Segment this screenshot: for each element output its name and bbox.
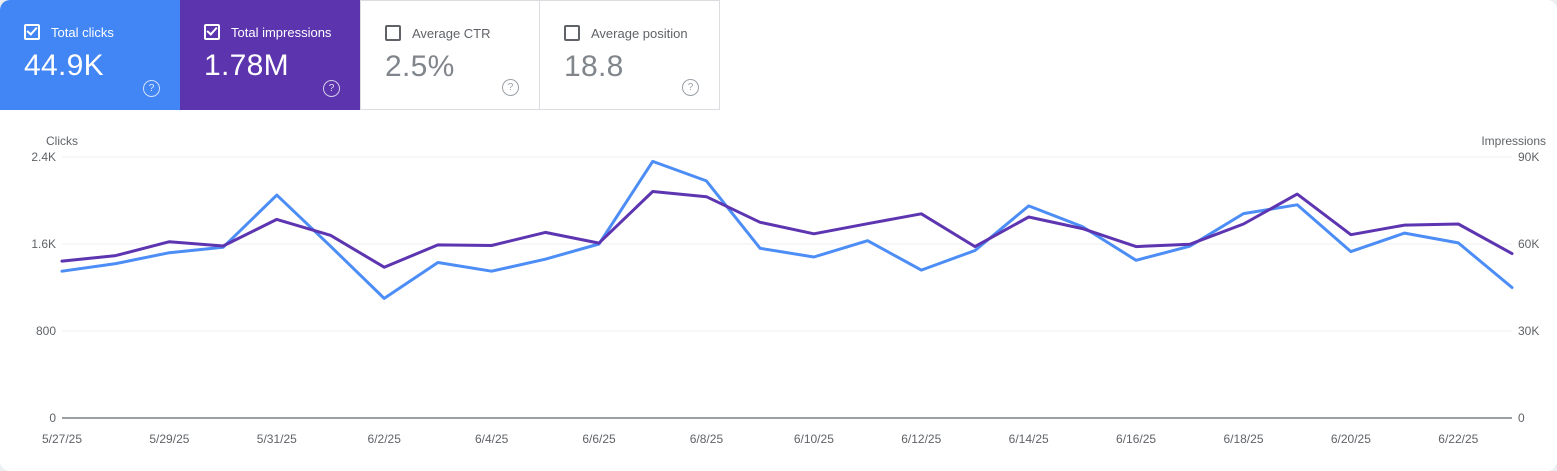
card-label: Average position — [591, 25, 688, 41]
x-axis-label: 6/2/25 — [368, 432, 402, 446]
right-axis-tick: 60K — [1518, 237, 1539, 251]
x-axis-label: 6/18/25 — [1223, 432, 1263, 446]
metric-card-average-position[interactable]: Average position 18.8 — [540, 0, 720, 110]
card-label: Total impressions — [231, 24, 332, 40]
left-axis-tick: 0 — [49, 411, 56, 425]
x-axis-label: 6/16/25 — [1116, 432, 1156, 446]
x-axis-label: 6/6/25 — [582, 432, 616, 446]
metric-card-average-ctr[interactable]: Average CTR 2.5% — [360, 0, 540, 110]
x-axis-label: 6/20/25 — [1331, 432, 1371, 446]
x-axis-label: 6/10/25 — [794, 432, 834, 446]
average-position-checkbox[interactable] — [564, 25, 580, 41]
total-impressions-value: 1.78M — [204, 49, 289, 82]
left-axis-tick: 1.6K — [31, 237, 56, 251]
help-icon[interactable] — [682, 79, 699, 96]
card-header: Average position — [564, 25, 719, 41]
total-clicks-value: 44.9K — [24, 49, 104, 82]
total-clicks-checkbox[interactable] — [24, 24, 40, 40]
x-axis-label: 6/22/25 — [1438, 432, 1478, 446]
x-axis-label: 6/14/25 — [1009, 432, 1049, 446]
series-line-impressions[interactable] — [60, 190, 1514, 269]
x-axis-label: 5/29/25 — [149, 432, 189, 446]
right-axis-tick: 30K — [1518, 324, 1539, 338]
average-ctr-value: 2.5% — [385, 50, 455, 83]
right-axis-tick: 0 — [1518, 411, 1525, 425]
x-axis-label: 6/4/25 — [475, 432, 509, 446]
card-label: Total clicks — [51, 24, 114, 40]
left-axis-tick: 2.4K — [31, 150, 56, 164]
left-axis-title: Clicks — [46, 134, 78, 148]
x-axis-label: 5/27/25 — [42, 432, 82, 446]
left-axis-tick: 800 — [36, 324, 56, 338]
average-ctr-checkbox[interactable] — [385, 25, 401, 41]
x-axis-label: 5/31/25 — [257, 432, 297, 446]
series-line-clicks[interactable] — [60, 159, 1514, 300]
x-axis-label: 6/8/25 — [690, 432, 724, 446]
x-axis-label: 6/12/25 — [901, 432, 941, 446]
help-icon[interactable] — [502, 79, 519, 96]
right-axis-title: Impressions — [1481, 134, 1546, 148]
card-header: Total clicks — [24, 24, 180, 40]
help-icon[interactable] — [143, 80, 160, 97]
metric-card-total-clicks[interactable]: Total clicks 44.9K — [0, 0, 180, 110]
average-position-value: 18.8 — [564, 50, 624, 83]
card-header: Total impressions — [204, 24, 360, 40]
card-header: Average CTR — [385, 25, 539, 41]
metric-card-total-impressions[interactable]: Total impressions 1.78M — [180, 0, 360, 110]
total-impressions-checkbox[interactable] — [204, 24, 220, 40]
metric-cards-row: Total clicks 44.9K Total impressions 1.7… — [0, 0, 720, 110]
right-axis-tick: 90K — [1518, 150, 1539, 164]
card-label: Average CTR — [412, 25, 491, 41]
help-icon[interactable] — [323, 80, 340, 97]
